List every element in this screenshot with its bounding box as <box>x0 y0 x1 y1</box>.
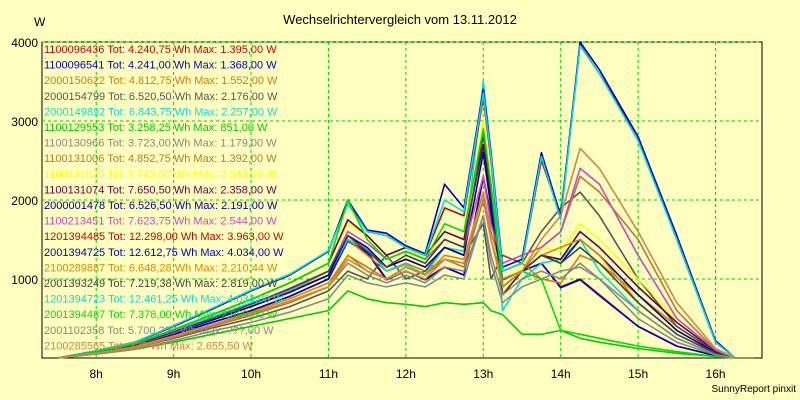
grid <box>42 41 762 358</box>
legend: 1100096436 Tot: 4.240,75 Wh Max: 1.395,0… <box>44 44 284 352</box>
footer-credit: SunnyReport pinxit <box>712 384 797 395</box>
x-tick-label: 12h <box>396 367 416 381</box>
x-tick-label: 13h <box>473 367 493 381</box>
legend-entry-19: 2001102358 Tot: 5.700,??? Wh Max: ???,00… <box>44 325 274 337</box>
legend-entry-20: 2100285565 Tot: ??? Wh Max: 2.655,50 W <box>44 340 254 352</box>
x-tick-label: 15h <box>628 367 648 381</box>
series-line-17 <box>57 45 755 359</box>
legend-entry-7: 1100130966 Tot: 3.723,00 Wh Max: 1.179,0… <box>44 138 277 150</box>
y-tick-label: 4000 <box>11 36 38 50</box>
legend-entry-6: 1100129553 Tot: 3.258,25 Wh Max: 851,00 … <box>44 122 268 134</box>
y-tick-label: 1000 <box>11 273 38 287</box>
legend-entry-2: 1100096541 Tot: 4.241,00 Wh Max: 1.368,0… <box>44 60 277 72</box>
series-line-18 <box>57 128 755 359</box>
y-tick-label: 2000 <box>11 194 38 208</box>
y-axis: 1000 2000 3000 4000 <box>11 36 38 287</box>
legend-entry-14: 2001394725 Tot: 12.612,75 Wh Max: 4.034,… <box>44 247 284 259</box>
legend-entry-17: 1201394723 Tot: 12.461,25 Wh Max: 4.034,… <box>44 294 284 306</box>
x-axis: 8h 9h 10h 11h 12h 13h 14h 15h 16h <box>90 367 726 381</box>
legend-entry-4: 2000154799 Tot: 6.520,50 Wh Max: 2.176,0… <box>44 91 278 103</box>
series-line-11 <box>57 151 755 359</box>
series-line-16 <box>57 134 755 359</box>
legend-entry-10: 1100131074 Tot: 7.650,50 Wh Max: 2.358,0… <box>44 184 277 196</box>
legend-entry-16: 2001393249 Tot: 7.219,38 Wh Max: 2.819,0… <box>44 278 278 290</box>
x-tick-label: 8h <box>90 367 103 381</box>
legend-entry-11: 2000001478 Tot: 6.526,50 Wh Max: 2.191,0… <box>44 200 278 212</box>
legend-entry-5: 2000149892 Tot: 6.843,75 Wh Max: 2.257,0… <box>44 106 278 118</box>
x-tick-label: 9h <box>167 367 180 381</box>
series-lines <box>57 41 755 359</box>
legend-entry-15: 2100289887 Tot: 6.648,28 Wh Max: 2.210,4… <box>44 262 278 274</box>
legend-entry-1: 1100096436 Tot: 4.240,75 Wh Max: 1.395,0… <box>44 44 277 56</box>
series-line-7 <box>57 215 755 359</box>
legend-entry-3: 2000150622 Tot: 4.812,75 Wh Max: 1.552,0… <box>44 75 278 87</box>
series-line-8 <box>57 175 755 359</box>
legend-entry-12: 1100213451 Tot: 7.623,75 Wh Max: 2.544,0… <box>44 216 277 228</box>
x-tick-label: 11h <box>319 367 338 381</box>
series-line-5 <box>57 80 755 359</box>
legend-entry-13: 1201394485 Tot: 12.298,00 Wh Max: 3.963,… <box>44 231 284 243</box>
y-tick-label: 3000 <box>11 115 38 129</box>
x-tick-label: 16h <box>706 367 726 381</box>
x-tick-label: 10h <box>241 367 261 381</box>
series-line-20 <box>57 147 755 359</box>
series-line-6 <box>57 290 755 359</box>
legend-entry-9: 1100131025 Tot: 7.743,00 Wh Max: 2.343,0… <box>44 169 277 181</box>
y-axis-unit-label: W <box>34 15 46 29</box>
series-line-2 <box>57 177 755 359</box>
x-tick-label: 14h <box>551 367 571 381</box>
legend-entry-18: 2001394487 Tot: 7.378,00 Wh Max: 2.999,0… <box>44 309 278 321</box>
legend-entry-8: 1100131006 Tot: 4.852,75 Wh Max: 1.392,0… <box>44 153 277 165</box>
chart-title: Wechselrichtervergleich vom 13.11.2012 <box>283 12 517 27</box>
